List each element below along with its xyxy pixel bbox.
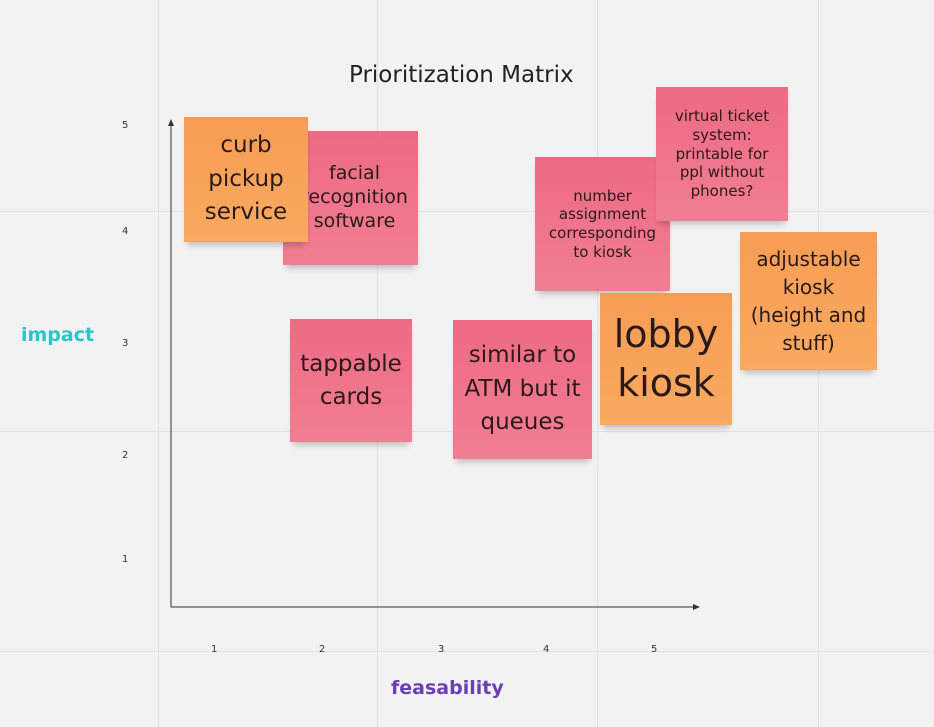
- x-tick-label: 3: [438, 644, 445, 655]
- x-tick-label: 1: [211, 644, 218, 655]
- sticky-note-adjustable-kiosk[interactable]: adjustable kiosk (height and stuff): [740, 232, 877, 370]
- grid-line: [0, 651, 934, 652]
- x-tick-label: 5: [651, 644, 658, 655]
- x-tick-label: 4: [543, 644, 550, 655]
- sticky-note-text: virtual ticket system: printable for ppl…: [674, 107, 770, 201]
- sticky-note-text: number assignment corresponding to kiosk: [548, 186, 657, 261]
- y-tick-label: 3: [122, 338, 129, 349]
- sticky-note-text: curb pickup service: [204, 132, 288, 226]
- sticky-note-text: adjustable kiosk (height and stuff): [750, 247, 867, 355]
- grid-line: [158, 0, 159, 727]
- x-tick-label: 2: [319, 644, 326, 655]
- sticky-note-curb-pickup[interactable]: curb pickup service: [184, 117, 308, 242]
- sticky-note-text: tappable cards: [300, 351, 402, 410]
- grid-line: [0, 211, 934, 212]
- sticky-note-text: lobby kiosk: [613, 311, 719, 405]
- y-tick-label: 5: [122, 120, 129, 131]
- page-title: Prioritization Matrix: [349, 62, 574, 88]
- sticky-note-lobby-kiosk[interactable]: lobby kiosk: [600, 293, 732, 425]
- sticky-note-text: facial recognition software: [301, 162, 408, 232]
- sticky-note-number-assignment[interactable]: number assignment corresponding to kiosk: [535, 157, 670, 291]
- y-tick-label: 1: [122, 554, 129, 565]
- sticky-note-atm-queue[interactable]: similar to ATM but it queues: [453, 320, 592, 459]
- x-axis-label: feasability: [391, 677, 504, 699]
- sticky-note-tappable-cards[interactable]: tappable cards: [290, 319, 412, 442]
- sticky-note-virtual-ticket[interactable]: virtual ticket system: printable for ppl…: [656, 87, 788, 221]
- sticky-note-text: similar to ATM but it queues: [464, 342, 581, 436]
- grid-line: [597, 0, 598, 727]
- y-axis-label: impact: [21, 324, 95, 346]
- y-tick-label: 2: [122, 450, 129, 461]
- y-tick-label: 4: [122, 226, 129, 237]
